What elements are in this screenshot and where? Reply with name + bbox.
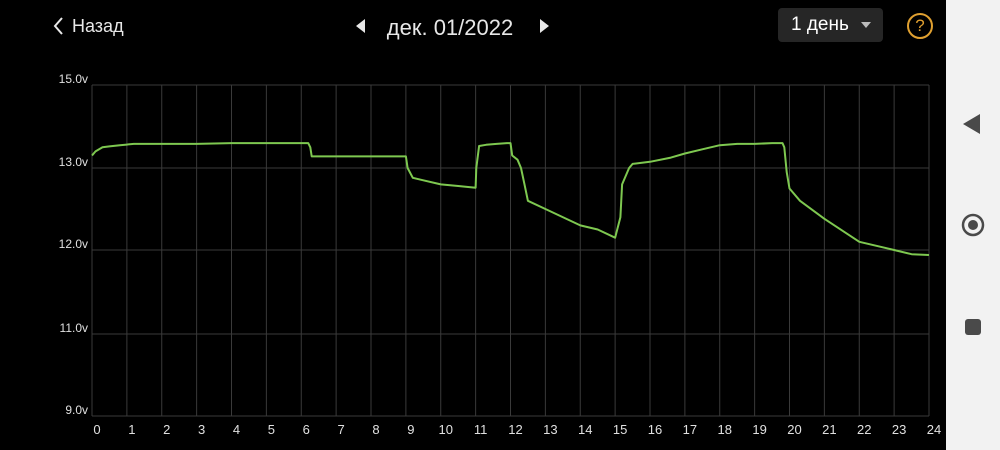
caret-down-icon (861, 22, 871, 28)
y-tick-label: 13.0v (59, 155, 88, 169)
period-label: 1 день (791, 14, 849, 35)
x-tick-label: 0 (93, 422, 100, 437)
nav-home-icon[interactable] (961, 213, 985, 237)
x-tick-label: 4 (233, 422, 240, 437)
x-tick-label: 8 (372, 422, 379, 437)
x-tick-label: 2 (163, 422, 170, 437)
nav-back-icon[interactable] (963, 114, 981, 134)
period-dropdown[interactable]: 1 день (778, 8, 883, 42)
app-screen: Назад дек. 01/2022 1 день ? 0 1 2 3 4 5 6 7 8 9 10… (52, 8, 942, 437)
back-label: Назад (72, 15, 124, 36)
voltage-chart: 0 1 2 3 4 5 6 7 8 9 10 11 12 13 14 15 16 17 18 19 20 21 22 23 24… (59, 72, 942, 437)
x-tick-label: 11 (474, 422, 488, 437)
x-tick-label: 12 (508, 422, 522, 437)
back-button[interactable]: Назад (52, 12, 124, 40)
help-icon[interactable]: ? (907, 13, 933, 39)
x-tick-label: 23 (892, 422, 906, 437)
x-tick-label: 20 (787, 422, 801, 437)
y-tick-label: 12.0v (59, 237, 88, 251)
x-tick-label: 7 (338, 422, 345, 437)
x-tick-label: 17 (683, 422, 697, 437)
date-selector: дек. 01/2022 (350, 10, 550, 44)
voltage-series-line (91, 142, 930, 256)
x-tick-label: 3 (198, 422, 205, 437)
x-tick-label: 19 (752, 422, 766, 437)
x-tick-label: 16 (648, 422, 662, 437)
y-tick-label: 15.0v (59, 72, 88, 86)
system-nav-bar (946, 0, 1000, 450)
x-tick-label: 24 (927, 422, 941, 437)
x-tick-label: 14 (578, 422, 592, 437)
date-label: дек. 01/2022 (386, 15, 514, 40)
chevron-left-icon (53, 17, 63, 35)
x-tick-label: 5 (268, 422, 275, 437)
x-tick-label: 1 (128, 422, 135, 437)
y-tick-label: 11.0v (60, 321, 88, 335)
x-tick-label: 9 (407, 422, 414, 437)
nav-recents-icon[interactable] (964, 318, 982, 336)
x-tick-label: 6 (303, 422, 310, 437)
x-tick-label: 10 (439, 422, 453, 437)
x-tick-label: 13 (543, 422, 557, 437)
triangle-left-icon[interactable] (356, 19, 366, 33)
x-tick-label: 21 (822, 422, 836, 437)
x-tick-label: 15 (613, 422, 627, 437)
triangle-right-icon[interactable] (539, 19, 549, 33)
x-tick-label: 18 (718, 422, 732, 437)
y-tick-label: 9.0v (65, 403, 88, 417)
x-tick-label: 22 (857, 422, 871, 437)
